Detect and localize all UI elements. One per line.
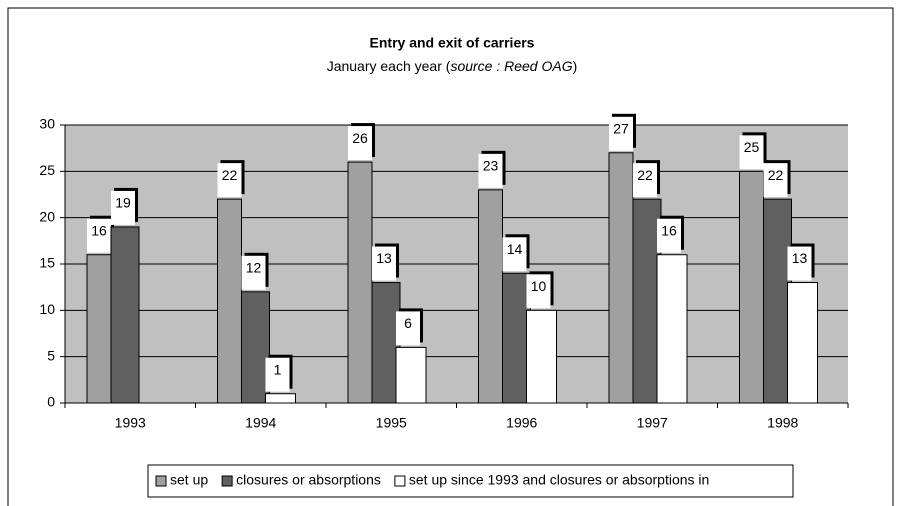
data-label-box — [739, 135, 764, 170]
data-label-box — [633, 163, 657, 198]
data-label: 22 — [637, 167, 653, 183]
legend-label: closures or absorptions — [236, 472, 381, 488]
data-label: 27 — [613, 121, 629, 137]
data-label-box — [787, 246, 812, 281]
data-label-box — [265, 357, 290, 392]
y-tick-label: 10 — [39, 301, 55, 317]
data-label: 13 — [792, 250, 808, 266]
subtitle-part: source : Reed OAG — [450, 58, 572, 74]
legend-label: set up — [170, 472, 208, 488]
subtitle-part: January each year ( — [327, 58, 451, 74]
bar — [787, 282, 818, 404]
x-tick-label: 1994 — [245, 415, 276, 431]
bar — [739, 170, 764, 404]
bar — [110, 226, 140, 404]
y-tick-label: 15 — [39, 255, 55, 271]
data-label-box — [526, 274, 551, 309]
data-label: 10 — [531, 278, 547, 294]
legend-swatch — [155, 475, 167, 487]
bar — [478, 189, 503, 404]
bar — [265, 393, 296, 404]
data-label-box — [396, 311, 420, 346]
data-label-box — [478, 153, 503, 188]
legend-swatch — [221, 475, 233, 487]
bar — [347, 161, 373, 404]
bar — [371, 282, 401, 404]
bar — [632, 198, 662, 404]
bar — [608, 152, 634, 404]
data-label-box — [217, 163, 242, 198]
x-tick-label: 1995 — [376, 415, 407, 431]
data-label: 13 — [376, 250, 392, 266]
bar — [241, 291, 270, 404]
data-label-box — [111, 190, 135, 225]
y-tick-label: 0 — [47, 394, 55, 410]
data-label-box — [348, 126, 372, 161]
data-label: 16 — [661, 222, 677, 238]
chart-subtitle: January each year (source : Reed OAG) — [327, 58, 578, 74]
data-label: 16 — [91, 222, 107, 238]
chart-title: Entry and exit of carriers — [370, 35, 535, 51]
data-label: 14 — [507, 241, 523, 257]
bar — [86, 254, 112, 404]
data-label-box — [609, 116, 633, 151]
x-tick-label: 1993 — [115, 415, 146, 431]
data-label: 23 — [483, 158, 499, 174]
data-label-box — [763, 163, 788, 198]
data-label: 26 — [352, 130, 368, 146]
chart-frame — [7, 7, 894, 506]
data-label-box — [502, 237, 527, 272]
data-label: 6 — [404, 315, 412, 331]
y-tick-label: 20 — [39, 208, 55, 224]
data-label: 22 — [222, 167, 238, 183]
data-label-box — [372, 246, 396, 281]
legend-label: set up since 1993 and closures or absorp… — [409, 472, 709, 488]
data-label: 19 — [115, 195, 131, 211]
data-label: 22 — [768, 167, 784, 183]
y-tick-label: 5 — [47, 347, 55, 363]
data-label-box — [657, 218, 681, 253]
subtitle-part: ) — [573, 58, 578, 74]
bar — [526, 309, 557, 404]
data-label: 25 — [744, 139, 760, 155]
bar — [656, 254, 688, 404]
y-tick-label: 30 — [39, 116, 55, 132]
legend-box — [147, 464, 794, 498]
data-label-box — [241, 255, 266, 290]
x-tick-label: 1997 — [637, 415, 668, 431]
y-tick-label: 25 — [39, 162, 55, 178]
x-tick-label: 1998 — [767, 415, 798, 431]
x-tick-label: 1996 — [506, 415, 537, 431]
data-label: 12 — [246, 260, 262, 276]
data-label-box — [87, 218, 111, 253]
bar — [395, 346, 427, 404]
legend-swatch — [394, 475, 406, 487]
bar — [217, 198, 242, 404]
data-label: 1 — [274, 361, 282, 377]
